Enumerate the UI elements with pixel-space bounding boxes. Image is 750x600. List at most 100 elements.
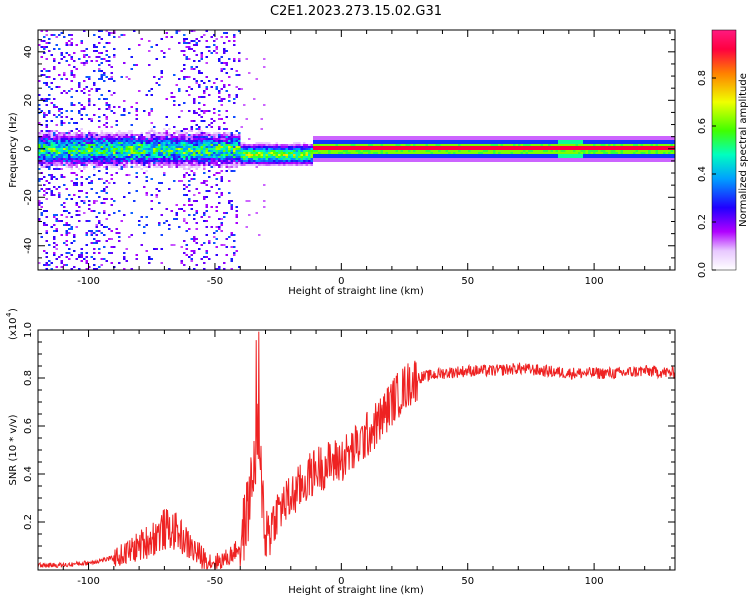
spectrogram-cell [78,146,81,148]
spectrogram-cell [485,150,488,152]
spectrogram-cell [583,150,586,152]
spectrogram-cell [395,136,398,138]
spectrogram-cell [160,146,163,148]
spectrogram-cell [298,164,301,166]
spectrogram-cell [135,156,138,158]
spectrogram-cell [620,136,623,138]
spectrogram-cell [83,106,86,108]
spectrogram-cell [53,194,56,196]
spectrogram-cell [650,146,653,148]
spectrogram-cell [185,148,188,150]
spectrogram-cell [150,258,153,260]
spectrogram-cell [158,154,161,156]
spectrogram-cell [98,56,101,58]
spectrogram-cell [595,160,598,162]
spectrogram-cell [43,176,46,178]
spectrogram-cell [45,154,48,156]
spectrogram-cell [175,214,178,216]
spectrogram-cell [493,146,496,148]
spectrogram-cell [275,158,278,160]
spectrogram-cell [103,58,106,60]
spectrogram-cell [125,166,128,168]
spectrogram-cell [183,174,186,176]
spectrogram-cell [248,200,251,202]
spectrogram-cell [170,210,173,212]
spectrogram-cell [565,144,568,146]
spectrogram-cell [220,180,223,182]
spectrogram-cell [285,152,288,154]
spectrogram-cell [563,140,566,142]
spectrogram-cell [45,134,48,136]
spectrogram-cell [253,146,256,148]
spectrogram-cell [95,230,98,232]
spectrogram-cell [363,136,366,138]
spectrogram-cell [423,160,426,162]
spectrogram-cell [55,164,58,166]
spectrogram-cell [100,264,103,266]
spectrogram-cell [443,148,446,150]
spectrogram-cell [240,154,243,156]
spectrogram-cell [620,158,623,160]
spectrogram-cell [398,146,401,148]
spectrogram-cell [108,60,111,62]
spectrogram-cell [598,156,601,158]
spectrogram-cell [178,180,181,182]
spectrogram-cell [85,152,88,154]
spectrogram-cell [83,148,86,150]
spectrogram-cell [240,150,243,152]
spectrogram-cell [345,144,348,146]
spectrogram-cell [160,132,163,134]
spectrogram-cell [298,156,301,158]
spectrogram-cell [325,140,328,142]
spectrogram-cell [60,132,63,134]
spectrogram-cell [240,88,243,90]
spectrogram-cell [105,146,108,148]
spectrogram-cell [130,152,133,154]
spectrogram-cell [400,142,403,144]
spectrogram-cell [385,142,388,144]
spectrogram-cell [105,54,108,56]
spectrogram-cell [478,144,481,146]
spectrogram-cell [235,222,238,224]
spectrogram-cell [168,146,171,148]
spectrogram-cell [40,146,43,148]
spectrogram-cell [583,146,586,148]
spectrogram-cell [388,136,391,138]
spectrogram-cell [98,144,101,146]
spectrogram-cell [473,152,476,154]
spectrogram-cell [380,160,383,162]
spectrogram-cell [98,52,101,54]
spectrogram-cell [58,48,61,50]
spectrogram-cell [78,86,81,88]
spectrogram-cell [255,212,258,214]
spectrogram-cell [663,154,666,156]
spectrogram-cell [368,160,371,162]
spectrogram-cell [658,154,661,156]
spectrogram-cell [98,120,101,122]
spectrogram-cell [500,152,503,154]
spectrogram-cell [80,142,83,144]
snr-panel: -100 -50 0 50 100 0.20.40.60.81.0 Height of … [5,308,676,596]
spectrogram-cell [183,128,186,130]
spectrogram-cell [183,76,186,78]
spectrogram-cell [408,138,411,140]
spectrogram-cell [518,140,521,142]
spectrogram-cell [673,144,675,146]
spectrogram-cell [345,140,348,142]
spectrogram-cell [420,140,423,142]
spectrogram-cell [603,158,606,160]
spectrogram-cell [603,160,606,162]
spectrogram-cell [370,148,373,150]
spectrogram-cell [275,164,278,166]
spectrogram-cell [110,158,113,160]
spectrogram-cell [130,162,133,164]
spectrogram-cell [45,268,48,270]
spectrogram-cell [98,162,101,164]
spectrogram-cell [128,152,131,154]
spectrogram-cell [388,160,391,162]
spectrogram-cell [253,162,256,164]
spectrogram-cell [135,146,138,148]
spectrogram-cell [200,140,203,142]
spectrogram-cell [423,154,426,156]
